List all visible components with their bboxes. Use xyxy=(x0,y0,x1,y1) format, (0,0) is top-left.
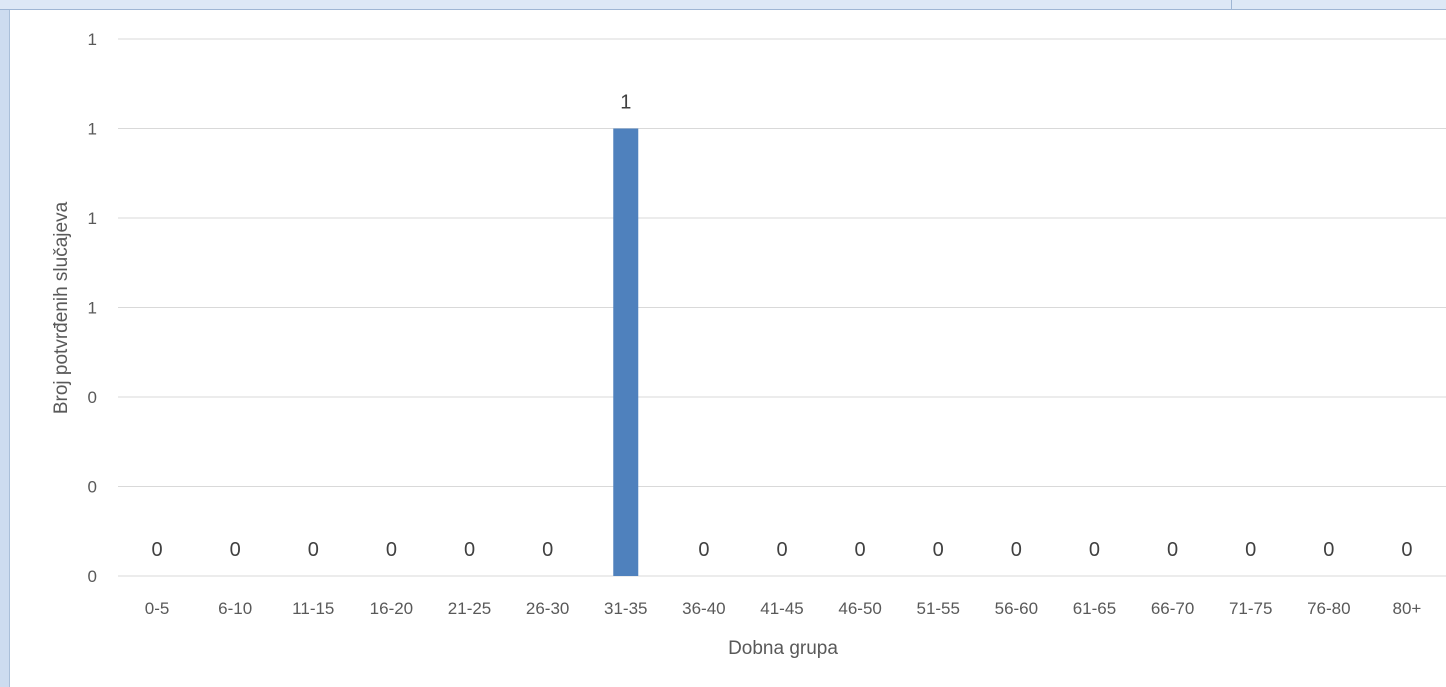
bar-data-label: 0 xyxy=(1011,539,1022,561)
x-tick-label: 26-30 xyxy=(526,599,569,618)
y-tick-label: 0 xyxy=(88,567,97,586)
x-tick-label: 21-25 xyxy=(448,599,491,618)
y-tick-label: 0 xyxy=(88,388,97,407)
window-top-divider xyxy=(1231,0,1232,10)
bar-data-label: 0 xyxy=(1089,539,1100,561)
bar-data-label: 0 xyxy=(1167,539,1178,561)
x-tick-label: 0-5 xyxy=(145,599,170,618)
x-tick-label: 61-65 xyxy=(1073,599,1116,618)
x-tick-label: 16-20 xyxy=(370,599,413,618)
y-axis-ticks: 0 0 0 1 1 1 1 xyxy=(88,30,97,586)
x-tick-label: 31-35 xyxy=(604,599,647,618)
bar-data-label: 0 xyxy=(698,539,709,561)
x-tick-label: 76-80 xyxy=(1307,599,1350,618)
bar-data-label: 0 xyxy=(933,539,944,561)
y-tick-label: 1 xyxy=(88,299,97,318)
bar-data-label: 0 xyxy=(1245,539,1256,561)
x-tick-label: 71-75 xyxy=(1229,599,1272,618)
bar-data-label: 0 xyxy=(464,539,475,561)
window-left-strip xyxy=(0,10,9,687)
bar-data-label: 0 xyxy=(776,539,787,561)
data-labels: 0 0 0 0 0 0 1 0 0 0 0 0 0 0 0 0 0 xyxy=(151,92,1412,562)
x-tick-label: 36-40 xyxy=(682,599,725,618)
y-tick-label: 1 xyxy=(88,209,97,228)
window-left-border xyxy=(9,10,10,687)
bar-data-label: 0 xyxy=(542,539,553,561)
y-tick-label: 1 xyxy=(88,120,97,139)
x-axis-ticks: 0-5 6-10 11-15 16-20 21-25 26-30 31-35 36-40 41-… xyxy=(145,599,1422,618)
bar-data-label: 0 xyxy=(855,539,866,561)
bar xyxy=(613,128,639,576)
x-tick-label: 56-60 xyxy=(995,599,1038,618)
x-tick-label: 51-55 xyxy=(916,599,959,618)
bar-data-label: 0 xyxy=(230,539,241,561)
bar-data-label: 0 xyxy=(1401,539,1412,561)
bar-data-label: 0 xyxy=(151,539,162,561)
bar-data-label: 0 xyxy=(386,539,397,561)
x-tick-label: 66-70 xyxy=(1151,599,1194,618)
x-tick-label: 41-45 xyxy=(760,599,803,618)
x-tick-label: 11-15 xyxy=(292,599,334,618)
gridlines xyxy=(118,38,1446,577)
x-tick-label: 80+ xyxy=(1393,599,1422,618)
bar-data-label: 0 xyxy=(1323,539,1334,561)
y-tick-label: 0 xyxy=(88,478,97,497)
x-tick-label: 46-50 xyxy=(838,599,881,618)
x-tick-label: 6-10 xyxy=(218,599,252,618)
bar-data-label: 1 xyxy=(620,92,631,114)
window-top-strip xyxy=(0,0,1446,10)
y-tick-label: 1 xyxy=(88,30,97,49)
bars xyxy=(613,128,639,576)
x-axis-title: Dobna grupa xyxy=(728,638,838,659)
y-axis-title: Broj potvrđenih slučajeva xyxy=(51,201,72,414)
bar-data-label: 0 xyxy=(308,539,319,561)
